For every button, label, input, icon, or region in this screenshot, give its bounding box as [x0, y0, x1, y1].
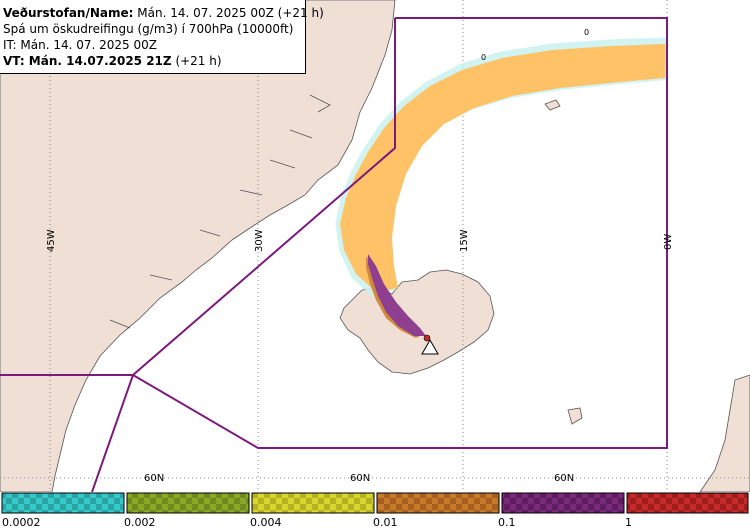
- lat-label-60n: 60N: [144, 473, 164, 484]
- forecast-description: Spá um öskudreifingu (g/m3) í 700hPa (10…: [3, 22, 294, 36]
- legend-swatch: [501, 492, 625, 514]
- greenland-fjords: [109, 94, 331, 329]
- legend-label: 0.01: [373, 516, 398, 529]
- triangle-volcano-icon: [421, 338, 439, 355]
- header-line-valid-time: VT: Mán. 14.07.2025 21Z (+21 h): [3, 53, 305, 69]
- run-time-value: Mán. 14. 07. 2025 00Z (+21 h): [137, 6, 324, 20]
- initial-time: IT: Mán. 14. 07. 2025 00Z: [3, 38, 157, 52]
- graticule: [0, 0, 750, 492]
- ash-plume: [335, 37, 668, 338]
- lat-label-60n: 60N: [554, 473, 574, 484]
- contour-zero-label: 0: [584, 28, 589, 37]
- legend-labels: 0.0002 0.002 0.004 0.01 0.1 1: [0, 514, 750, 532]
- lon-label-15w: 15W: [459, 229, 470, 252]
- greenland-landmass: [0, 0, 396, 493]
- legend-label: 0.002: [124, 516, 156, 529]
- legend-swatch: [626, 492, 749, 514]
- legend-swatch: [126, 492, 250, 514]
- valid-time-label: VT: Mán. 14.07.2025 21Z: [3, 54, 172, 68]
- org-name-label: Veðurstofan/Name:: [3, 6, 134, 20]
- contour-zero-label: 0: [481, 53, 486, 62]
- lon-label-30w: 30W: [254, 229, 265, 252]
- legend-colorbar: [0, 492, 750, 514]
- legend-label: 1: [625, 516, 632, 529]
- lon-label-0w: 0W: [663, 234, 674, 250]
- advisory-boundary: [0, 17, 668, 493]
- lon-label-45w: 45W: [46, 229, 57, 252]
- scandinavia-landmass: [699, 374, 750, 493]
- legend-swatch: [251, 492, 375, 514]
- volcano-marker: [421, 334, 439, 355]
- legend-swatch: [1, 492, 125, 514]
- header-line-name: Veðurstofan/Name: Mán. 14. 07. 2025 00Z …: [3, 5, 324, 21]
- island-small: [544, 99, 561, 111]
- forecast-info-box: Veðurstofan/Name: Mán. 14. 07. 2025 00Z …: [0, 0, 324, 74]
- lat-label-60n: 60N: [350, 473, 370, 484]
- legend-label: 0.004: [250, 516, 282, 529]
- legend-label: 0.0002: [2, 516, 41, 529]
- legend-label: 0.1: [498, 516, 516, 529]
- legend-swatch: [376, 492, 500, 514]
- island-small: [567, 407, 583, 425]
- valid-time-offset: (+21 h): [175, 54, 222, 68]
